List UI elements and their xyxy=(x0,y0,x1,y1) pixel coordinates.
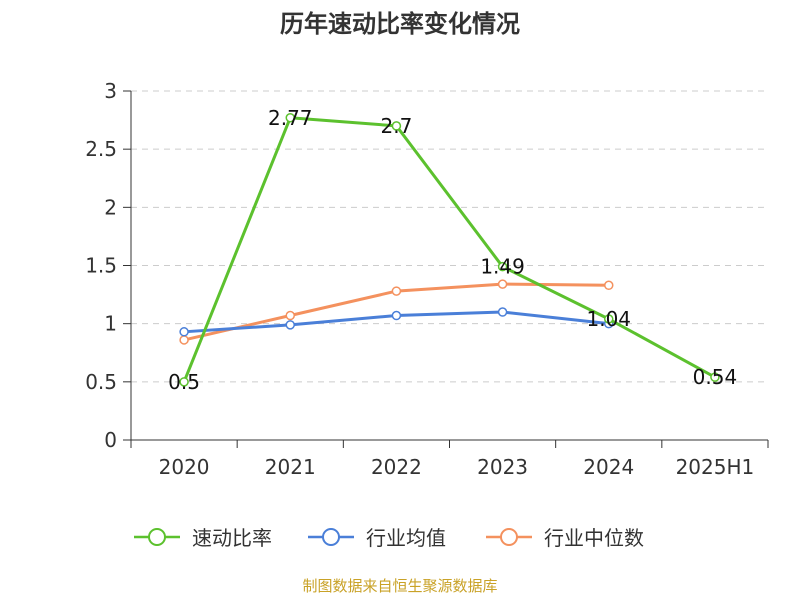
legend[interactable]: 速动比率 行业均值 行业中位数 xyxy=(134,526,644,550)
data-point xyxy=(179,327,189,337)
data-point xyxy=(179,335,189,345)
x-tick-label: 2020 xyxy=(159,455,210,479)
axes: 0 0.5 1 1.5 2 2.5 3 2020 2021 2022 2023 2024 2025H1 xyxy=(85,79,769,479)
data-label: 1.04 xyxy=(586,307,631,331)
y-tick-label: 1.5 xyxy=(85,254,117,278)
legend-item-label[interactable]: 行业中位数 xyxy=(544,526,644,550)
chart-title: 历年速动比率变化情况 xyxy=(280,10,520,38)
y-tick-label: 2.5 xyxy=(85,137,117,161)
data-label: 2.77 xyxy=(268,106,313,130)
y-tick-label: 1 xyxy=(104,312,117,336)
data-point xyxy=(285,310,295,321)
y-tick-label: 0 xyxy=(104,428,117,452)
data-point xyxy=(391,310,402,321)
legend-marker xyxy=(148,528,166,546)
legend-marker xyxy=(322,528,340,546)
data-point xyxy=(391,121,402,131)
legend-marker xyxy=(500,528,518,546)
data-point xyxy=(497,307,508,317)
x-tick-label: 2022 xyxy=(371,455,422,479)
data-point xyxy=(604,280,614,291)
y-tick-label: 2 xyxy=(104,195,117,219)
data-label: 0.54 xyxy=(693,365,738,389)
grid-lines xyxy=(131,90,768,383)
x-tick-label: 2024 xyxy=(583,455,634,479)
legend-item-label[interactable]: 速动比率 xyxy=(192,526,272,550)
data-point xyxy=(391,286,402,296)
data-point xyxy=(285,113,295,123)
data-label: 0.5 xyxy=(168,370,200,394)
data-label: 2.7 xyxy=(381,114,413,138)
y-tick-label: 3 xyxy=(104,79,117,103)
legend-item-label[interactable]: 行业均值 xyxy=(366,526,446,550)
data-point xyxy=(497,261,508,272)
data-point xyxy=(710,372,720,382)
source-note: 制图数据来自恒生聚源数据库 xyxy=(302,577,498,595)
data-point xyxy=(604,314,614,324)
data-point xyxy=(285,320,295,330)
data-label: 1.49 xyxy=(480,255,525,279)
series-line xyxy=(182,116,716,383)
y-tick-label: 0.5 xyxy=(85,370,117,394)
data-point xyxy=(497,279,508,289)
x-tick-label: 2023 xyxy=(477,455,528,479)
data-point xyxy=(179,377,189,387)
x-tick-label: 2021 xyxy=(265,455,316,479)
x-tick-label: 2025H1 xyxy=(676,455,755,479)
series-lines xyxy=(179,113,720,387)
data-labels: 0.5 2.77 2.7 1.49 1.04 0.54 xyxy=(168,106,737,394)
